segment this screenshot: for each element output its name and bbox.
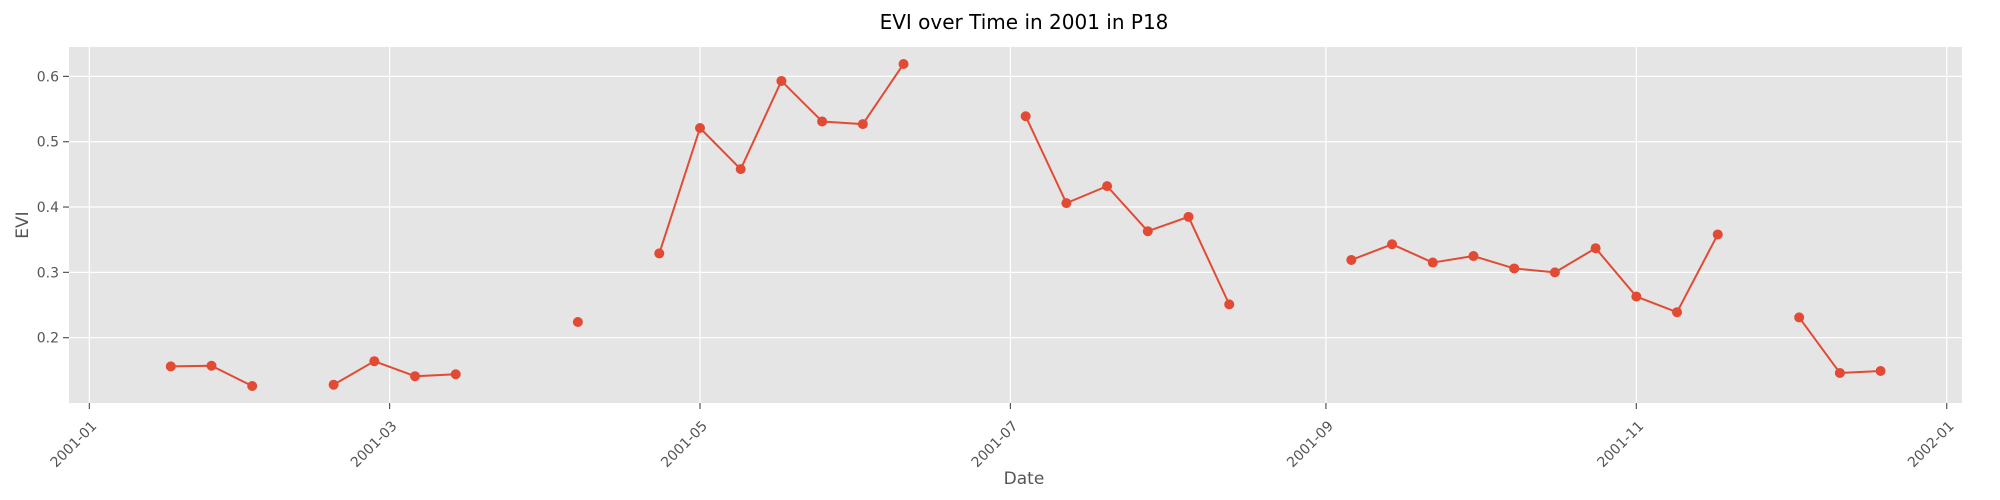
series-line-segment (333, 360, 456, 386)
data-point (1875, 365, 1886, 376)
data-point (857, 119, 868, 130)
data-point (247, 381, 258, 392)
data-point (695, 122, 705, 133)
data-point (369, 356, 380, 367)
y-tick-label: 0.2 (37, 331, 59, 347)
plot-area (69, 47, 1962, 403)
data-point (1549, 267, 1560, 278)
x-axis-label: Date (1004, 469, 1045, 489)
data-point (1387, 239, 1398, 250)
y-tick-label: 0.5 (37, 135, 59, 151)
data-point (1631, 291, 1642, 302)
data-point (206, 360, 217, 371)
data-point (1712, 229, 1723, 240)
data-point (1509, 263, 1520, 274)
y-tick-label: 0.4 (37, 200, 59, 216)
x-tick-label: 2001-11 (1595, 418, 1648, 471)
x-tick-label: 2002-01 (1905, 418, 1958, 471)
series-line-segment (1350, 234, 1719, 314)
data-point (735, 164, 746, 175)
x-tick-label: 2001-07 (969, 418, 1022, 471)
series-line-segment (1024, 115, 1231, 305)
x-tick-label: 2001-03 (348, 418, 401, 471)
y-tick-label: 0.6 (37, 69, 59, 85)
data-point (410, 371, 421, 382)
data-point (817, 116, 828, 127)
data-point (165, 361, 176, 372)
series-layer (165, 58, 1886, 392)
data-point (1061, 198, 1072, 209)
y-tick-label: 0.3 (37, 265, 59, 281)
x-tick-label: 2001-05 (658, 418, 711, 471)
data-point (1183, 211, 1194, 222)
data-point (776, 75, 787, 86)
data-point (1224, 299, 1235, 310)
data-point (1020, 111, 1031, 122)
data-point (1102, 181, 1113, 192)
data-point (1590, 243, 1601, 254)
chart-title: EVI over Time in 2001 in P18 (880, 10, 1169, 34)
data-point (1346, 254, 1357, 265)
x-tick-label: 2001-01 (48, 418, 101, 471)
data-point (450, 369, 461, 380)
data-point (1142, 226, 1153, 237)
data-point (1427, 257, 1438, 268)
x-tick-label: 2001-09 (1284, 418, 1337, 471)
data-point (654, 248, 665, 259)
data-point (1468, 251, 1479, 262)
y-axis-label: EVI (13, 211, 33, 238)
data-point (328, 379, 339, 390)
data-point (898, 58, 909, 69)
grid-lines (69, 47, 1962, 403)
data-point (572, 317, 583, 328)
data-point (1672, 307, 1683, 318)
data-point (1834, 367, 1845, 378)
data-point (1794, 312, 1805, 323)
